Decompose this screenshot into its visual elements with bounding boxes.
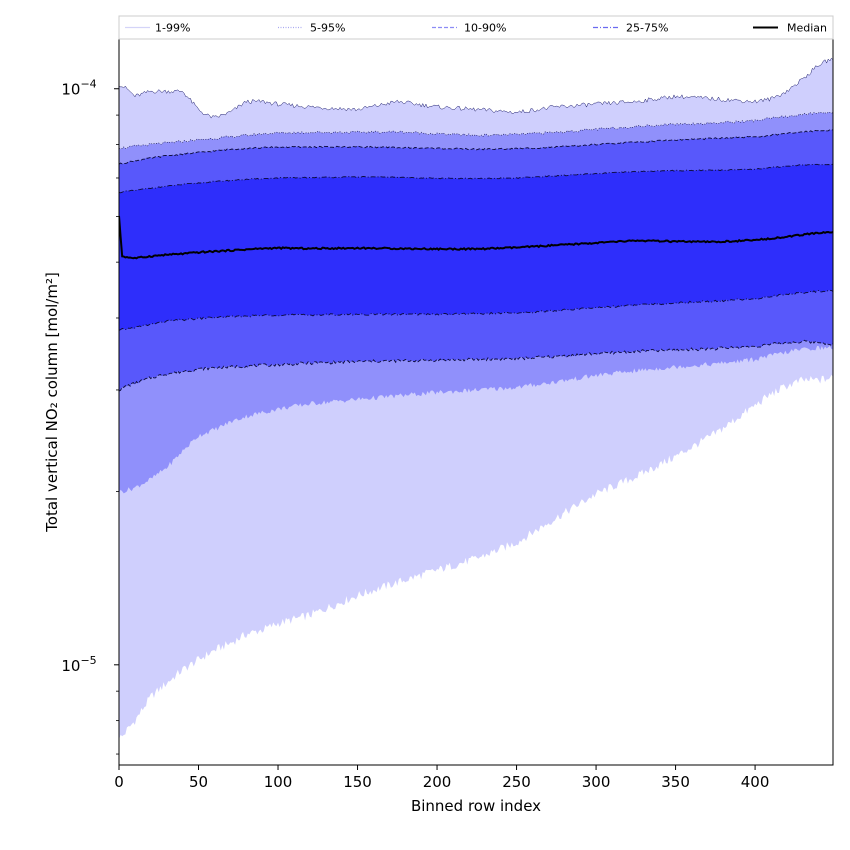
legend-label: 5-95% [310,22,345,35]
legend-frame [118,15,834,40]
legend-label: 10-90% [464,22,506,35]
x-tick-label: 0 [114,773,124,791]
y-axis-label: Total vertical NO₂ column [mol/m²] [43,272,61,533]
legend-label: 25-75% [626,22,668,35]
legend-label: Median [787,22,827,35]
x-tick-label: 150 [343,773,372,791]
band-p10_90-upper-edge [119,129,833,165]
legend-label: 1-99% [155,22,190,35]
median-line [119,215,833,260]
x-tick-label: 350 [661,773,690,791]
band-p25_75-upper-edge [119,163,833,194]
y-tick-label: 10−4 [61,78,96,99]
band-boundaries-group [119,57,833,392]
band-p25_75 [119,164,833,331]
x-tick-label: 250 [502,773,531,791]
x-tick-label: 50 [189,773,208,791]
band-outer-upper-edge [119,57,833,119]
x-axis-label: Binned row index [411,797,541,815]
y-axis: 10−5 10−4 [61,78,119,755]
x-tick-label: 200 [423,773,452,791]
bands-group [119,58,833,740]
y-tick-label: 10−5 [61,654,96,675]
x-tick-label: 400 [741,773,770,791]
band-p5_95-upper-edge [119,111,833,150]
x-tick-label: 300 [582,773,611,791]
band-p25_75-lower-edge [119,289,833,331]
x-tick-label: 100 [264,773,293,791]
x-axis: 0 50 100 150 200 250 300 350 400 [114,765,769,791]
legend: 1-99% 5-95% 10-90% 25-75% Median [118,15,834,40]
